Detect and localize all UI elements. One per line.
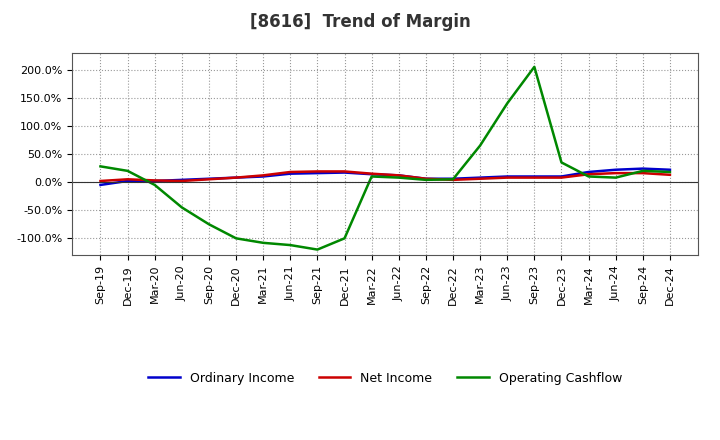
Net Income xyxy=(557,175,566,180)
Operating Cashflow xyxy=(259,240,268,246)
Ordinary Income xyxy=(557,174,566,179)
Net Income xyxy=(341,169,349,174)
Ordinary Income xyxy=(341,170,349,175)
Operating Cashflow xyxy=(503,101,511,106)
Operating Cashflow xyxy=(286,242,294,248)
Line: Net Income: Net Income xyxy=(101,172,670,181)
Operating Cashflow xyxy=(150,182,159,187)
Operating Cashflow xyxy=(421,177,430,183)
Net Income xyxy=(611,170,620,176)
Operating Cashflow xyxy=(449,176,457,182)
Operating Cashflow xyxy=(584,174,593,179)
Operating Cashflow xyxy=(96,164,105,169)
Net Income xyxy=(123,176,132,182)
Net Income xyxy=(178,178,186,183)
Net Income xyxy=(503,175,511,180)
Operating Cashflow xyxy=(178,205,186,210)
Ordinary Income xyxy=(449,176,457,181)
Ordinary Income xyxy=(639,166,647,171)
Ordinary Income xyxy=(313,170,322,176)
Operating Cashflow xyxy=(611,175,620,180)
Operating Cashflow xyxy=(639,168,647,173)
Ordinary Income xyxy=(476,175,485,180)
Operating Cashflow xyxy=(476,143,485,148)
Ordinary Income xyxy=(204,176,213,181)
Net Income xyxy=(232,175,240,180)
Operating Cashflow xyxy=(395,175,403,180)
Net Income xyxy=(449,177,457,183)
Operating Cashflow xyxy=(530,64,539,70)
Ordinary Income xyxy=(421,176,430,181)
Text: [8616]  Trend of Margin: [8616] Trend of Margin xyxy=(250,13,470,31)
Net Income xyxy=(476,176,485,181)
Net Income xyxy=(150,178,159,183)
Net Income xyxy=(259,173,268,178)
Legend: Ordinary Income, Net Income, Operating Cashflow: Ordinary Income, Net Income, Operating C… xyxy=(143,367,627,390)
Operating Cashflow xyxy=(557,160,566,165)
Net Income xyxy=(286,169,294,175)
Ordinary Income xyxy=(286,171,294,176)
Line: Operating Cashflow: Operating Cashflow xyxy=(101,67,670,249)
Net Income xyxy=(665,172,674,177)
Operating Cashflow xyxy=(665,169,674,175)
Net Income xyxy=(530,175,539,180)
Ordinary Income xyxy=(259,174,268,179)
Net Income xyxy=(421,176,430,181)
Net Income xyxy=(367,171,376,176)
Operating Cashflow xyxy=(204,222,213,227)
Line: Ordinary Income: Ordinary Income xyxy=(101,169,670,185)
Operating Cashflow xyxy=(341,236,349,241)
Ordinary Income xyxy=(150,178,159,183)
Ordinary Income xyxy=(530,174,539,179)
Ordinary Income xyxy=(503,174,511,179)
Ordinary Income xyxy=(584,169,593,175)
Net Income xyxy=(395,173,403,178)
Operating Cashflow xyxy=(367,174,376,179)
Ordinary Income xyxy=(395,173,403,178)
Operating Cashflow xyxy=(232,236,240,241)
Operating Cashflow xyxy=(123,168,132,173)
Net Income xyxy=(313,169,322,174)
Net Income xyxy=(584,172,593,177)
Ordinary Income xyxy=(96,182,105,187)
Ordinary Income xyxy=(665,167,674,172)
Ordinary Income xyxy=(611,167,620,172)
Ordinary Income xyxy=(123,178,132,183)
Net Income xyxy=(204,176,213,182)
Ordinary Income xyxy=(178,177,186,183)
Ordinary Income xyxy=(367,172,376,177)
Net Income xyxy=(96,178,105,183)
Operating Cashflow xyxy=(313,247,322,252)
Net Income xyxy=(639,170,647,176)
Ordinary Income xyxy=(232,175,240,180)
